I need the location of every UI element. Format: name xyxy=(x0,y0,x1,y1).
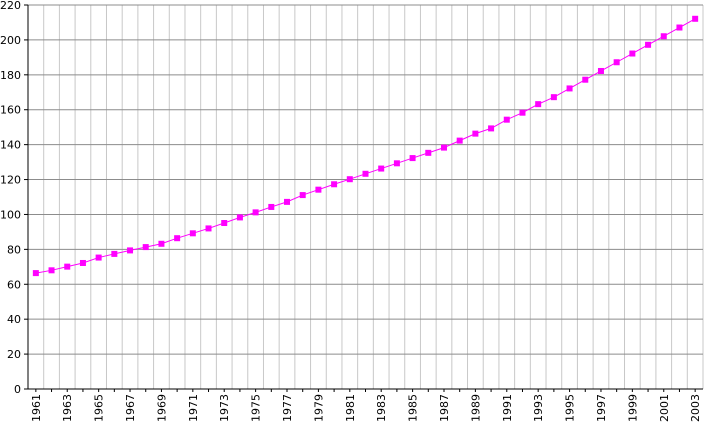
x-axis-ticks: 1961 1963 1965 1967 1969 1971 1973 1975 1977 1979… xyxy=(30,389,702,422)
data-point xyxy=(346,176,353,183)
chart-axes xyxy=(27,5,703,390)
x-tick-label: 1973 xyxy=(218,394,231,422)
y-tick-label: 100 xyxy=(0,208,21,221)
y-tick-label: 60 xyxy=(7,278,21,291)
data-point xyxy=(48,267,55,274)
y-tick-label: 80 xyxy=(7,243,21,256)
x-tick-label: 1961 xyxy=(30,394,43,422)
data-point xyxy=(488,125,495,132)
data-point xyxy=(95,254,102,261)
data-point xyxy=(566,85,573,92)
series-line xyxy=(35,18,696,274)
data-point xyxy=(32,270,39,277)
data-point xyxy=(629,50,636,57)
data-point xyxy=(111,250,118,257)
data-point xyxy=(331,181,338,188)
y-tick-label: 140 xyxy=(0,139,21,152)
data-point xyxy=(64,263,71,270)
x-tick-label: 1965 xyxy=(93,394,106,422)
x-tick-label: 1975 xyxy=(250,394,263,422)
data-point xyxy=(268,203,275,210)
data-point xyxy=(127,247,134,254)
data-point xyxy=(472,130,479,137)
data-point xyxy=(645,41,652,48)
x-tick-label: 1991 xyxy=(501,394,514,422)
x-tick-label: 1981 xyxy=(344,394,357,422)
data-point xyxy=(425,149,432,156)
y-tick-label: 160 xyxy=(0,104,21,117)
x-tick-label: 1999 xyxy=(626,394,639,422)
data-point xyxy=(582,76,589,83)
data-point xyxy=(456,137,463,144)
x-tick-label: 1985 xyxy=(407,394,420,422)
x-tick-label: 1995 xyxy=(564,394,577,422)
data-point xyxy=(440,144,447,151)
data-point xyxy=(315,186,322,193)
data-point xyxy=(174,235,181,242)
y-tick-label: 180 xyxy=(0,69,21,82)
data-point xyxy=(362,170,369,177)
data-point xyxy=(550,94,557,101)
x-tick-label: 1979 xyxy=(312,394,325,422)
x-tick-label: 1977 xyxy=(281,394,294,422)
y-tick-label: 40 xyxy=(7,313,21,326)
data-point xyxy=(79,259,86,266)
y-tick-label: 120 xyxy=(0,174,21,187)
data-point xyxy=(660,33,667,40)
x-tick-label: 1969 xyxy=(155,394,168,422)
y-tick-label: 220 xyxy=(0,0,21,12)
y-tick-label: 200 xyxy=(0,34,21,47)
data-point xyxy=(221,220,228,227)
data-point xyxy=(535,101,542,108)
chart-series xyxy=(32,15,699,277)
y-tick-label: 0 xyxy=(14,383,21,396)
x-tick-label: 1971 xyxy=(187,394,200,422)
data-point xyxy=(393,160,400,167)
data-point xyxy=(503,116,510,123)
data-point xyxy=(299,192,306,199)
data-point xyxy=(205,225,212,232)
data-point xyxy=(236,214,243,221)
data-point xyxy=(519,109,526,116)
x-tick-label: 1993 xyxy=(532,394,545,422)
data-point xyxy=(597,67,604,74)
data-point xyxy=(378,165,385,172)
x-tick-label: 1989 xyxy=(469,394,482,422)
x-tick-label: 2003 xyxy=(689,394,702,422)
data-point xyxy=(252,209,259,216)
x-tick-label: 1963 xyxy=(61,394,74,422)
data-point xyxy=(158,240,165,247)
data-point xyxy=(676,24,683,31)
x-tick-label: 1987 xyxy=(438,394,451,422)
x-tick-label: 1983 xyxy=(375,394,388,422)
data-point xyxy=(613,59,620,66)
x-tick-label: 1997 xyxy=(595,394,608,422)
data-point xyxy=(142,244,149,251)
data-point xyxy=(189,230,196,237)
y-axis-ticks: 0 20 40 60 80 100 120 140 160 180 200 220 xyxy=(0,0,28,396)
data-point xyxy=(284,198,291,205)
x-tick-label: 2001 xyxy=(658,394,671,422)
y-tick-label: 20 xyxy=(7,348,21,361)
chart-grid xyxy=(28,4,704,389)
data-point xyxy=(409,155,416,162)
data-point xyxy=(692,15,699,22)
x-tick-label: 1967 xyxy=(124,394,137,422)
